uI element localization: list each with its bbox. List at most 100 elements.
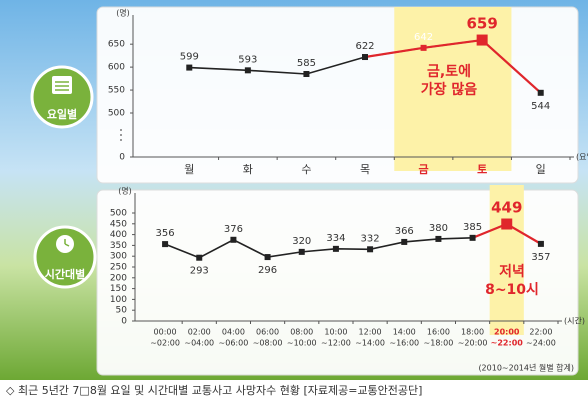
highlight-band <box>394 7 512 171</box>
value-label: 293 <box>190 266 209 277</box>
x-tick-label: 06:00 <box>256 328 279 337</box>
x-tick-label: ~14:00 <box>355 339 385 348</box>
value-label: 585 <box>297 58 316 69</box>
x-tick-label: 04:00 <box>222 328 245 337</box>
value-label: 622 <box>355 41 374 52</box>
x-tick-label: ~12:00 <box>321 339 351 348</box>
x-tick-label: 22:00 <box>529 328 552 337</box>
x-tick-label: 02:00 <box>188 328 211 337</box>
axis-break <box>120 134 122 136</box>
x-tick-label: 금 <box>419 163 429 176</box>
value-label: 334 <box>326 233 345 244</box>
value-label: 599 <box>180 52 199 63</box>
value-label: 544 <box>531 101 550 112</box>
marker <box>230 236 237 243</box>
x-tick-label: ~22:00 <box>491 339 524 348</box>
value-label: 385 <box>463 222 482 233</box>
y-tick-label: 500 <box>110 209 127 219</box>
y-tick-label: 500 <box>108 109 125 119</box>
value-label: 659 <box>466 15 497 33</box>
x-tick-label: ~06:00 <box>219 339 249 348</box>
annotation: 8~10시 <box>485 282 539 298</box>
marker <box>537 240 544 247</box>
value-label: 642 <box>414 32 433 43</box>
x-tick-label: 토 <box>477 163 487 176</box>
value-label: 449 <box>491 199 522 217</box>
marker <box>537 89 544 96</box>
y-tick-label: 100 <box>110 295 127 305</box>
value-label: 332 <box>361 233 380 244</box>
value-label: 357 <box>531 252 550 263</box>
marker <box>244 67 251 74</box>
x-tick-label: ~18:00 <box>424 339 454 348</box>
badge-icon <box>30 65 94 129</box>
x-tick-label: ~24:00 <box>526 339 556 348</box>
x-tick-label: 화 <box>243 163 253 176</box>
marker <box>469 234 476 241</box>
y-tick-label: 0 <box>121 317 127 327</box>
y-tick-label: 450 <box>110 219 127 229</box>
highlight-band <box>489 185 524 335</box>
marker <box>162 241 169 248</box>
x-tick-label: 08:00 <box>290 328 313 337</box>
value-label: 380 <box>429 223 448 234</box>
x-tick-label: 00:00 <box>154 328 177 337</box>
axis-break <box>120 129 122 131</box>
x-tick-label: 수 <box>301 163 311 176</box>
x-tick-label: 월 <box>184 163 194 176</box>
marker <box>435 235 442 242</box>
x-tick-label: 일 <box>536 162 546 176</box>
x-unit: (요일) <box>576 153 588 162</box>
x-tick-label: 16:00 <box>427 328 450 337</box>
marker <box>332 245 339 252</box>
value-label: 320 <box>292 236 311 247</box>
x-tick-label: ~10:00 <box>287 339 317 348</box>
caption: ◇ 최근 5년간 7□8월 요일 및 시간대별 교통사고 사망자수 현황 [자료… <box>6 383 422 397</box>
y-tick-label: 200 <box>110 273 127 283</box>
x-unit: (시간) <box>564 316 585 326</box>
marker <box>420 44 427 51</box>
marker <box>401 238 408 245</box>
x-tick-label: 10:00 <box>324 328 347 337</box>
marker <box>367 246 374 253</box>
x-tick-label: 14:00 <box>393 328 416 337</box>
caption-bar <box>0 380 588 402</box>
x-tick-label: ~08:00 <box>253 339 283 348</box>
y-tick-label: 400 <box>110 230 127 240</box>
marker <box>264 254 271 261</box>
x-tick-label: ~04:00 <box>184 339 214 348</box>
annotation: 저녁 <box>499 264 525 280</box>
y-unit: (명) <box>116 8 130 18</box>
value-label: 296 <box>258 265 277 276</box>
x-tick-label: 12:00 <box>359 328 382 337</box>
x-tick-label: 18:00 <box>461 328 484 337</box>
note: (2010~2014년 월별 합계) <box>478 363 574 373</box>
annotation: 가장 많음 <box>421 81 478 98</box>
marker <box>303 71 310 77</box>
x-tick-label: 20:00 <box>494 328 520 337</box>
highlight-segment <box>506 223 542 245</box>
y-unit: (명) <box>118 186 132 196</box>
marker <box>298 248 305 255</box>
marker <box>362 54 368 61</box>
x-tick-label: 목 <box>360 163 370 176</box>
y-tick-label: 150 <box>110 284 127 294</box>
y-tick-label: 600 <box>108 63 125 73</box>
highlight-segment <box>472 222 508 239</box>
y-tick-label: 0 <box>119 153 125 163</box>
y-tick-label: 250 <box>110 263 127 273</box>
value-label: 593 <box>238 54 257 65</box>
highlight-segment <box>481 39 542 94</box>
y-tick-label: 550 <box>108 86 125 96</box>
value-label: 366 <box>395 226 414 237</box>
annotation: 금,토에 <box>427 64 471 80</box>
value-label: 376 <box>224 224 243 235</box>
x-tick-label: ~16:00 <box>389 339 419 348</box>
badge-icon <box>33 225 97 289</box>
highlight-segment <box>364 46 424 59</box>
x-tick-label: ~02:00 <box>150 339 180 348</box>
value-label: 356 <box>156 228 175 239</box>
marker <box>501 218 513 230</box>
marker <box>476 34 488 46</box>
